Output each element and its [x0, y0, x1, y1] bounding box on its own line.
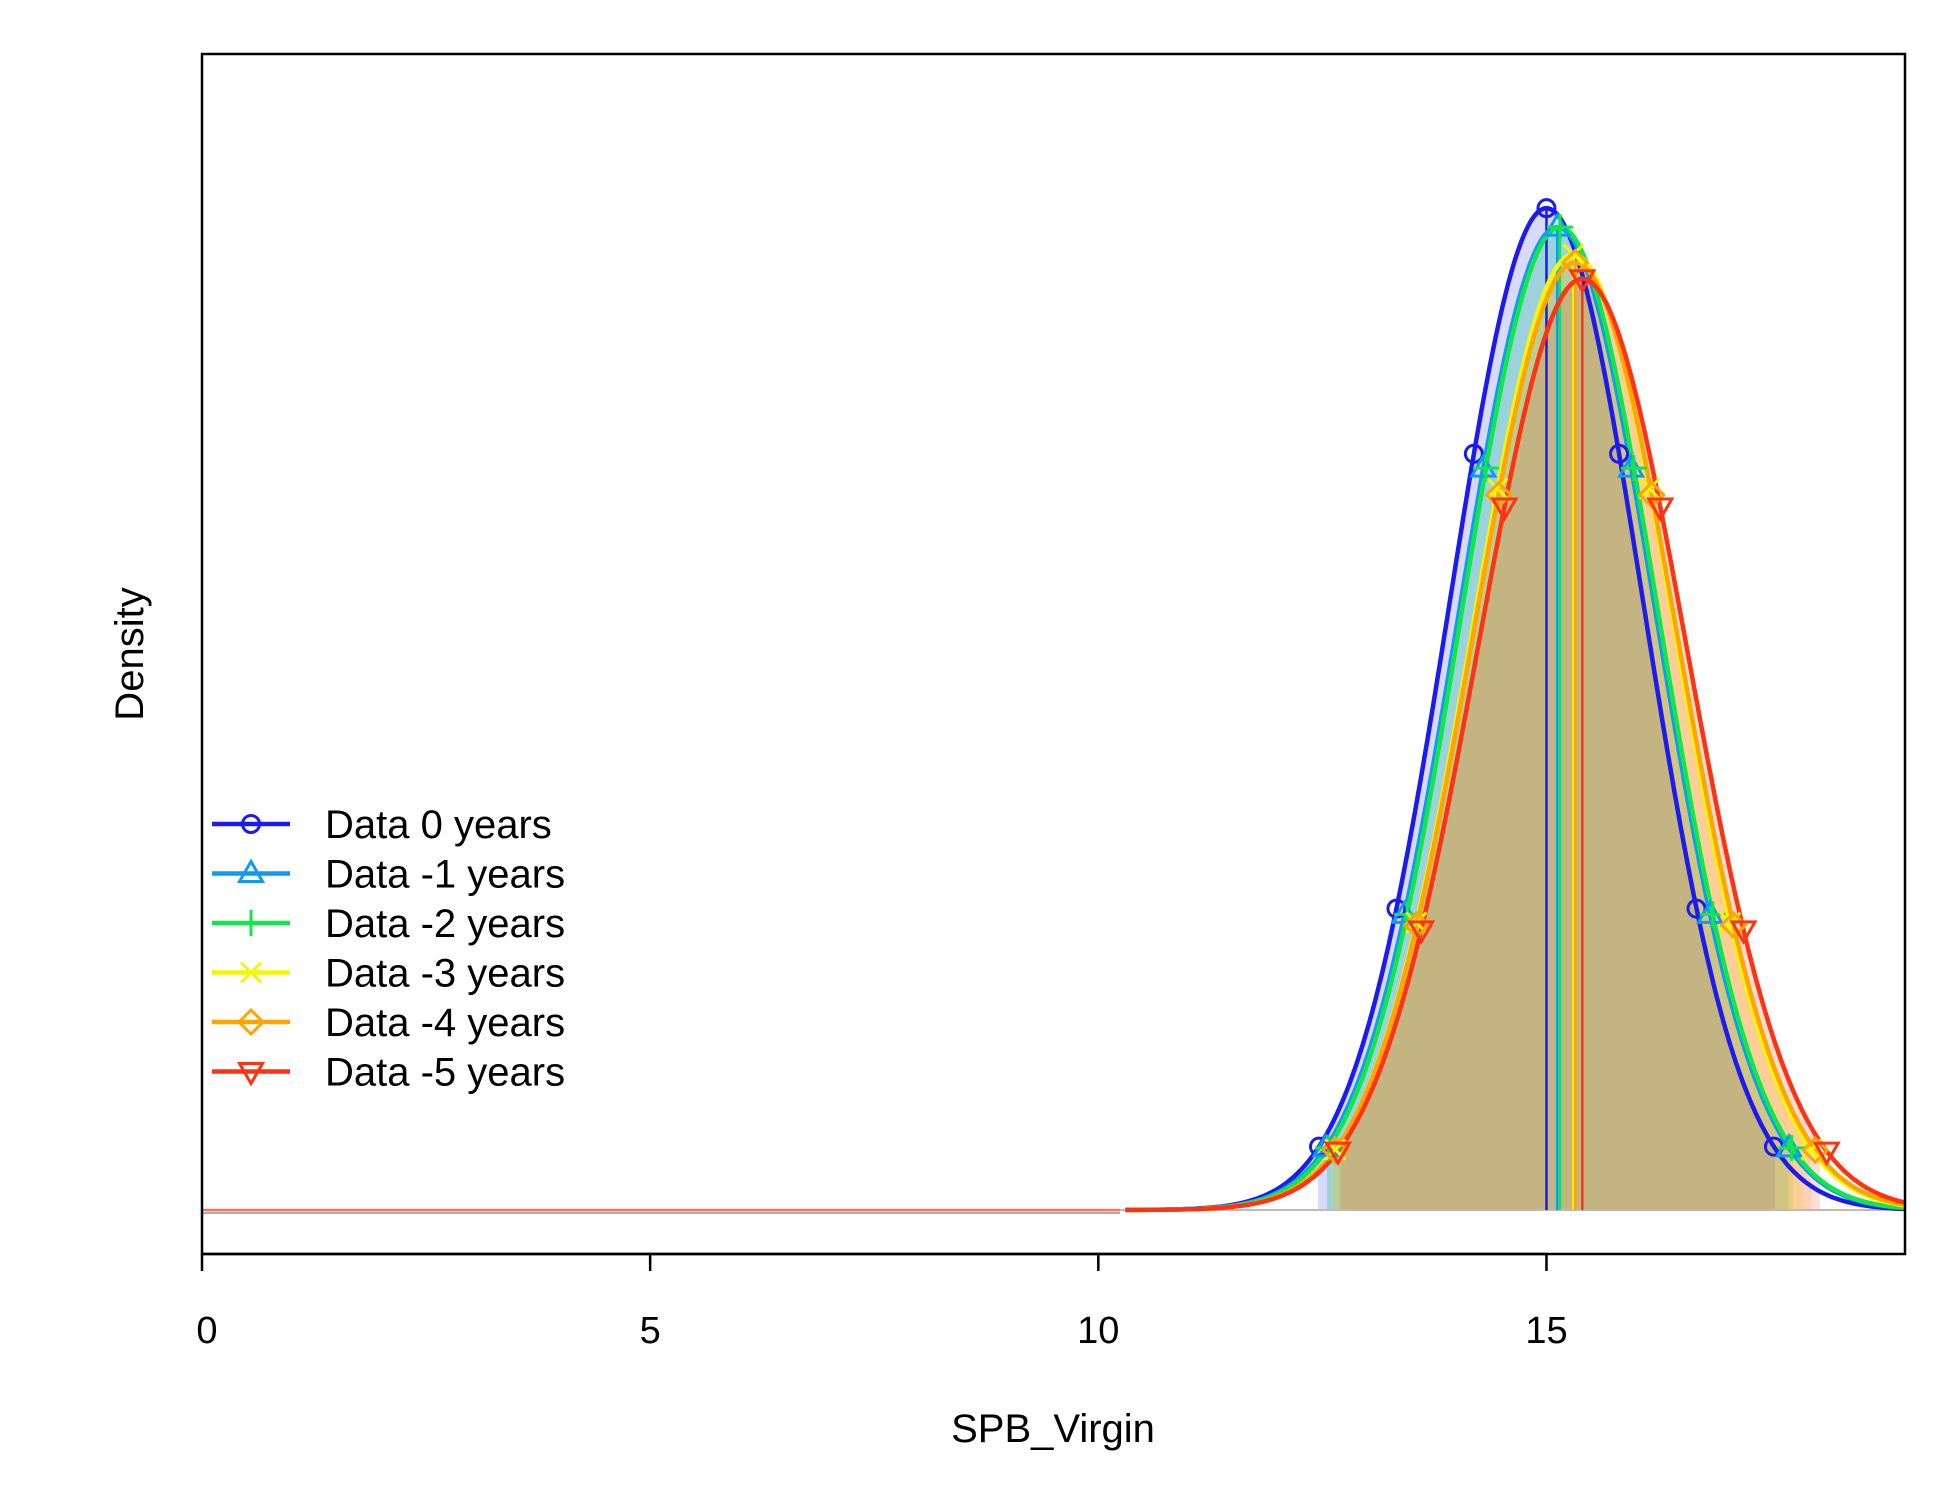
marker-series-2-2 — [1472, 455, 1499, 482]
marker-series-2-3 — [1546, 214, 1573, 241]
marker-series-2-6 — [1778, 1134, 1805, 1161]
x-axis-label: SPB_Virgin — [951, 1407, 1155, 1451]
legend-label-series-0: Data 0 years — [325, 803, 552, 847]
x-tick-label-1: 5 — [640, 1310, 661, 1352]
ci-fill-series-4 — [1333, 262, 1811, 1210]
marker-series-4-6 — [1801, 1135, 1830, 1165]
marker-series-5-5 — [1729, 920, 1758, 945]
marker-series-1-2 — [1469, 453, 1498, 478]
marker-series-5-0 — [1323, 1141, 1353, 1167]
x-tick-label-0: 0 — [196, 1310, 217, 1352]
marker-series-3-2 — [1486, 477, 1509, 500]
curve-markers — [1308, 198, 1841, 1167]
marker-series-0-3 — [1536, 198, 1557, 219]
marker-series-2-4 — [1620, 455, 1647, 482]
legend-label-series-5: Data -5 years — [325, 1051, 565, 1095]
marker-series-1-6 — [1774, 1132, 1804, 1158]
y-axis-label: Density — [108, 587, 152, 720]
marker-series-5-2 — [1490, 497, 1519, 523]
legend-label-series-4: Data -4 years — [325, 1001, 565, 1045]
legend-label-series-2: Data -2 years — [325, 902, 565, 946]
marker-series-0-2 — [1463, 443, 1484, 464]
legend-label-series-3: Data -3 years — [325, 952, 565, 996]
marker-series-3-4 — [1638, 477, 1661, 500]
marker-series-1-5 — [1695, 899, 1725, 924]
legend-marker-series-1 — [236, 858, 266, 883]
mean-lines — [1545, 208, 1584, 1210]
legend: Data 0 years Data -1 years Data -2 years Da… — [212, 803, 565, 1095]
zero-baseline — [202, 1208, 1905, 1214]
marker-series-1-4 — [1617, 453, 1646, 478]
ci-fill-series-3 — [1331, 254, 1802, 1210]
ci-fill-series-5 — [1340, 278, 1820, 1210]
legend-marker-series-0 — [241, 814, 261, 834]
x-tick-label-2: 10 — [1077, 1310, 1119, 1352]
marker-series-5-4 — [1646, 497, 1675, 523]
density-curves — [1125, 205, 1906, 1213]
marker-series-1-3 — [1543, 212, 1572, 237]
marker-series-5-3 — [1568, 269, 1597, 294]
marker-series-4-3 — [1561, 248, 1590, 277]
legend-marker-series-5 — [236, 1062, 266, 1087]
legend-label-series-1: Data -1 years — [325, 853, 565, 897]
density-fills — [1317, 208, 1820, 1210]
marker-series-0-4 — [1609, 443, 1630, 464]
density-curve-series-5 — [1125, 276, 1906, 1213]
legend-marker-series-2 — [238, 910, 264, 936]
marker-series-5-6 — [1812, 1141, 1841, 1167]
x-tick-label-3: 15 — [1525, 1310, 1567, 1352]
marker-series-1-1 — [1390, 899, 1419, 924]
legend-marker-series-4 — [236, 1007, 266, 1037]
x-axis: 0 5 10 15 — [196, 1252, 1568, 1352]
marker-series-5-1 — [1407, 920, 1436, 945]
legend-marker-series-3 — [239, 961, 263, 984]
